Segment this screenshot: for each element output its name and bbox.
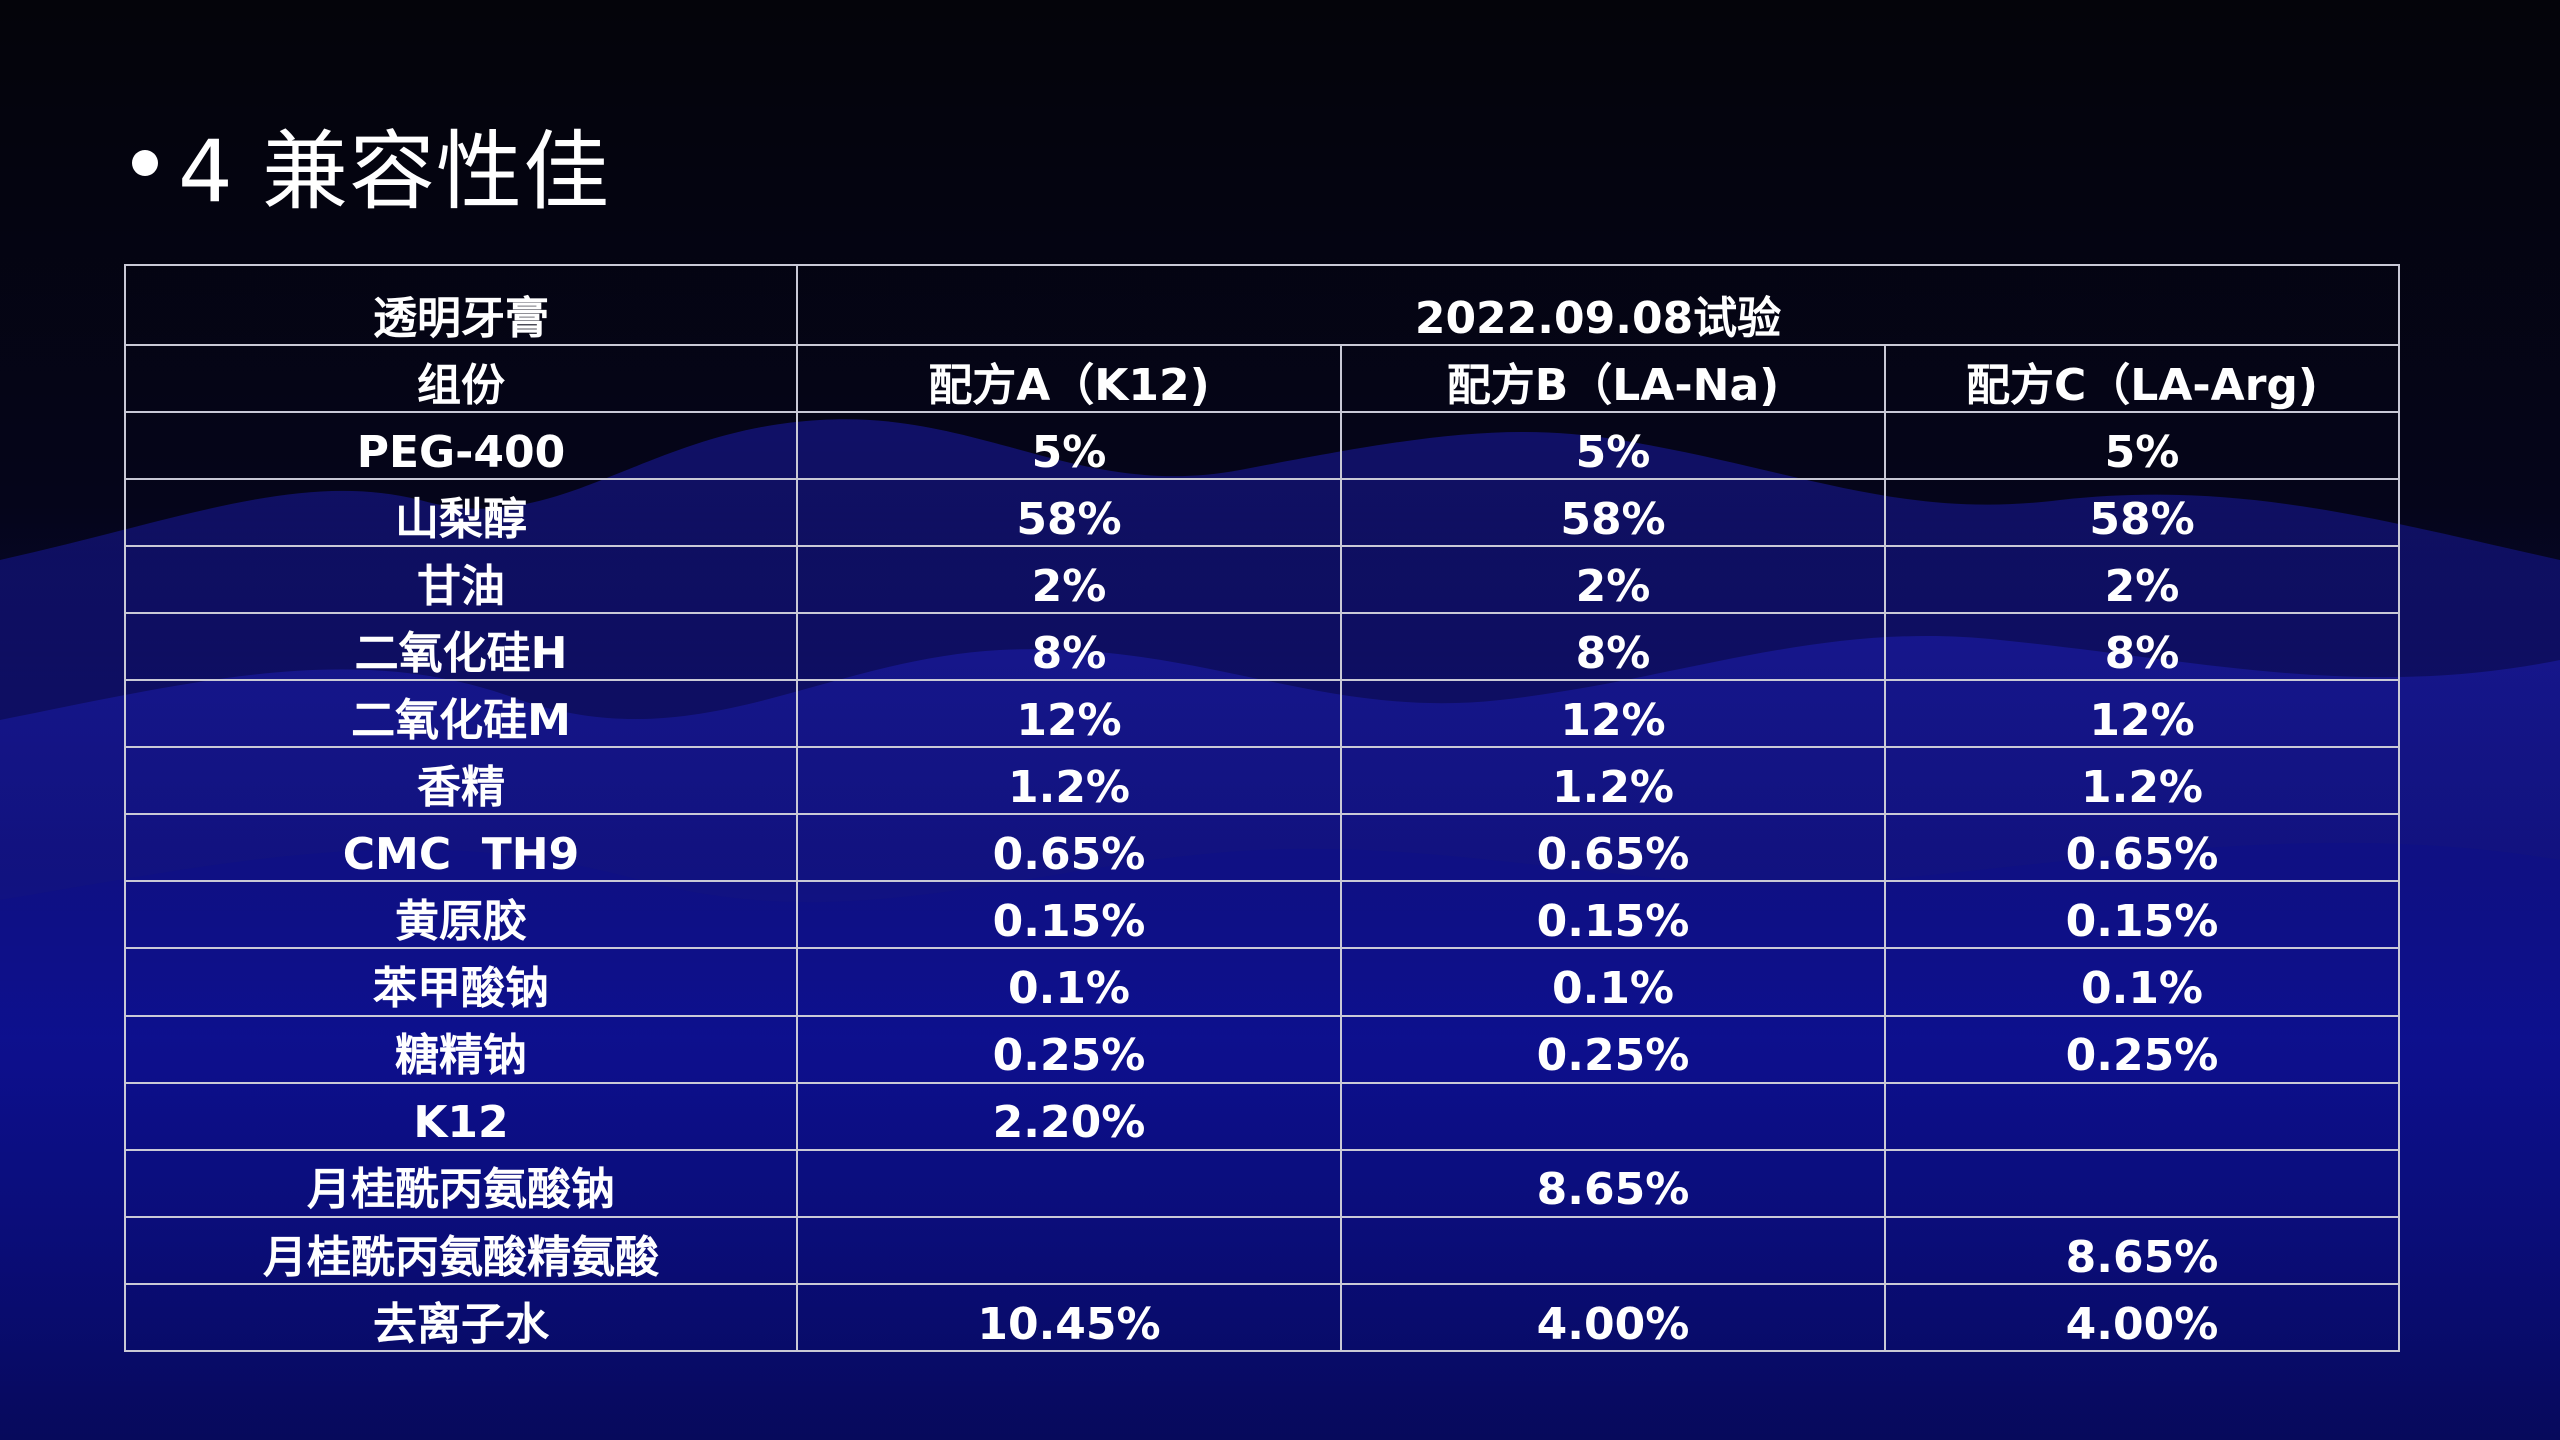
table-row: 甘油 2% 2% 2% [124, 545, 2401, 615]
formula-b-value: 8.65% [1340, 1148, 1886, 1218]
formula-b-value: 12% [1340, 679, 1886, 749]
formula-b-value: 5% [1340, 411, 1886, 481]
formula-c-value: 8.65% [1883, 1215, 2401, 1285]
formula-c-value: 0.25% [1883, 1014, 2401, 1084]
table-row: 苯甲酸钠 0.1% 0.1% 0.1% [124, 947, 2401, 1017]
table-row: PEG-400 5% 5% 5% [124, 411, 2401, 481]
formula-b-value: 2% [1340, 545, 1886, 615]
formula-b-value: 0.1% [1340, 947, 1886, 1017]
formula-c-value: 8% [1883, 612, 2401, 682]
formula-a-value: 1.2% [796, 746, 1342, 816]
table-row: 香精 1.2% 1.2% 1.2% [124, 746, 2401, 816]
ingredient-name: 二氧化硅M [124, 679, 798, 749]
formula-b-value: 0.15% [1340, 880, 1886, 950]
formula-b-value: 0.25% [1340, 1014, 1886, 1084]
ingredient-name: 去离子水 [124, 1282, 798, 1353]
formula-a-value: 10.45% [796, 1282, 1342, 1353]
formula-a-value: 0.25% [796, 1014, 1342, 1084]
formula-c-value: 1.2% [1883, 746, 2401, 816]
ingredient-name: 月桂酰丙氨酸精氨酸 [124, 1215, 798, 1285]
table-row: 月桂酰丙氨酸钠 8.65% [124, 1148, 2401, 1218]
formula-b-value: 8% [1340, 612, 1886, 682]
ingredient-name: 月桂酰丙氨酸钠 [124, 1148, 798, 1218]
table-row: 糖精钠 0.25% 0.25% 0.25% [124, 1014, 2401, 1084]
ingredient-name: 山梨醇 [124, 478, 798, 548]
formula-b-value: 1.2% [1340, 746, 1886, 816]
table-row: 去离子水 10.45% 4.00% 4.00% [124, 1282, 2401, 1353]
formula-a-value: 58% [796, 478, 1342, 548]
formula-a-value: 5% [796, 411, 1342, 481]
table-row: 黄原胶 0.15% 0.15% 0.15% [124, 880, 2401, 950]
formula-a-value: 2.20% [796, 1081, 1342, 1151]
ingredient-name: 苯甲酸钠 [124, 947, 798, 1017]
ingredient-name: 二氧化硅H [124, 612, 798, 682]
formula-b-value [1340, 1081, 1886, 1151]
slide-title: 4 兼容性佳 [132, 108, 610, 222]
formula-a-value: 2% [796, 545, 1342, 615]
formula-b-value: 4.00% [1340, 1282, 1886, 1353]
formula-c-value [1883, 1081, 2401, 1151]
formula-c-value: 4.00% [1883, 1282, 2401, 1353]
formula-b-value: 58% [1340, 478, 1886, 548]
ingredient-name: 糖精钠 [124, 1014, 798, 1084]
formula-b-value: 0.65% [1340, 813, 1886, 883]
formula-a-value: 0.1% [796, 947, 1342, 1017]
trial-label: 2022.09.08试验 [795, 263, 2401, 347]
table-row: CMC TH9 0.65% 0.65% 0.65% [124, 813, 2401, 883]
table-row: 月桂酰丙氨酸精氨酸 8.65% [124, 1215, 2401, 1285]
formula-c-value: 12% [1883, 679, 2401, 749]
formula-a-value [796, 1148, 1342, 1218]
ingredient-name: 甘油 [124, 545, 798, 615]
ingredient-name: PEG-400 [124, 411, 798, 481]
formula-a-value: 0.15% [796, 880, 1342, 950]
formula-c-value: 5% [1883, 411, 2401, 481]
formula-c-value: 58% [1883, 478, 2401, 548]
formula-c-value: 0.1% [1883, 947, 2401, 1017]
formula-a-value: 12% [796, 679, 1342, 749]
ingredient-name: K12 [124, 1081, 798, 1151]
formula-b-header: 配方B（LA-Na) [1340, 344, 1886, 414]
formula-c-value [1883, 1148, 2401, 1218]
formula-c-value: 2% [1883, 545, 2401, 615]
slide-title-text: 4 兼容性佳 [178, 121, 611, 222]
table-header-row: 透明牙膏 2022.09.08试验 [124, 263, 2401, 347]
component-header: 组份 [124, 344, 798, 414]
formula-c-value: 0.15% [1883, 880, 2401, 950]
corner-label: 透明牙膏 [124, 263, 798, 347]
table-row: 二氧化硅M 12% 12% 12% [124, 679, 2401, 749]
formula-table: 透明牙膏 2022.09.08试验 组份 配方A（K12) 配方B（LA-Na)… [124, 263, 2401, 1353]
formula-a-value: 0.65% [796, 813, 1342, 883]
ingredient-name: CMC TH9 [124, 813, 798, 883]
bullet-icon [132, 150, 158, 176]
formula-a-value: 8% [796, 612, 1342, 682]
formula-a-header: 配方A（K12) [796, 344, 1342, 414]
formula-a-value [796, 1215, 1342, 1285]
table-row: K12 2.20% [124, 1081, 2401, 1151]
formula-c-value: 0.65% [1883, 813, 2401, 883]
table-subheader-row: 组份 配方A（K12) 配方B（LA-Na) 配方C（LA-Arg) [124, 344, 2401, 414]
formula-b-value [1340, 1215, 1886, 1285]
ingredient-name: 香精 [124, 746, 798, 816]
table-row: 山梨醇 58% 58% 58% [124, 478, 2401, 548]
table-row: 二氧化硅H 8% 8% 8% [124, 612, 2401, 682]
formula-c-header: 配方C（LA-Arg) [1883, 344, 2401, 414]
ingredient-name: 黄原胶 [124, 880, 798, 950]
